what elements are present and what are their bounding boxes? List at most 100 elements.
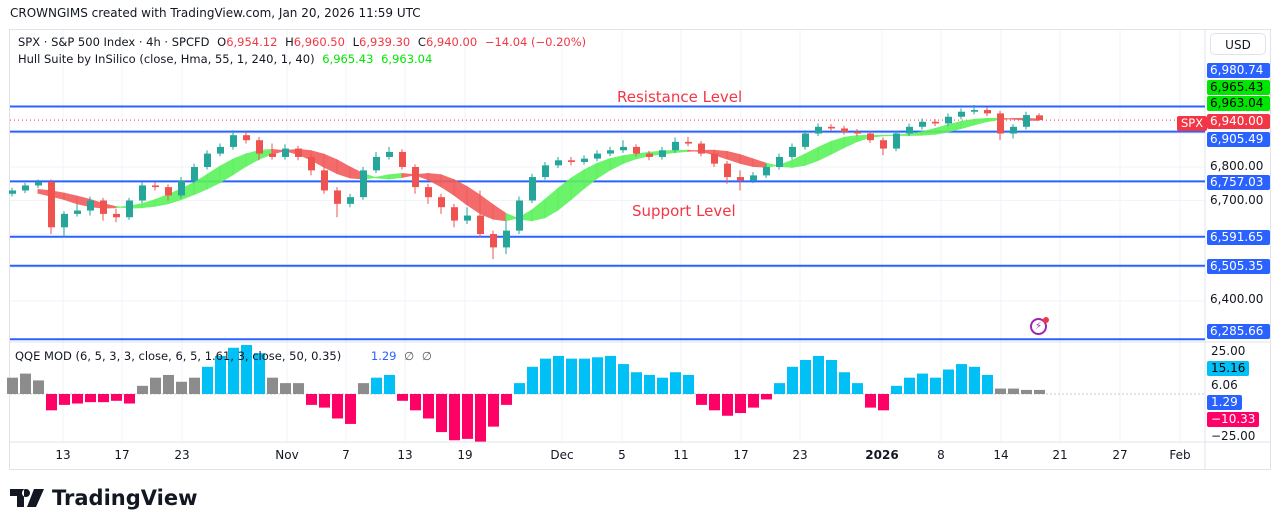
candle (308, 154, 315, 176)
price-axis-label: 6,505.35 (1207, 259, 1270, 274)
candle-body (126, 200, 133, 218)
qqe-bar (59, 394, 70, 405)
qqe-title[interactable]: QQE MOD (6, 5, 3, 3, close, 6, 5, 1.61, … (15, 349, 342, 363)
hull-band-segment (622, 153, 637, 165)
time-axis-label: 21 (1052, 448, 1068, 462)
qqe-bar (46, 394, 57, 411)
qqe-bar (826, 360, 837, 394)
qqe-value: 1.29 (370, 349, 397, 363)
qqe-bar (904, 377, 915, 394)
candle-body (1010, 126, 1017, 134)
hull-band-segment (427, 173, 442, 188)
hull-band-segment (921, 127, 936, 136)
high-label: H (285, 35, 294, 49)
candle-body (48, 182, 55, 228)
candle (386, 146, 393, 160)
candle (620, 140, 627, 153)
price-axis-label: 6,965.43 (1207, 80, 1270, 95)
candle (425, 183, 432, 204)
candle-body (139, 185, 146, 201)
qqe-bar (462, 394, 473, 439)
qqe-bar (813, 355, 824, 394)
candle (893, 130, 900, 152)
resistance-label: Resistance Level (617, 88, 743, 106)
candle (74, 203, 81, 217)
qqe-bar (553, 355, 564, 394)
time-axis-label: 23 (174, 448, 190, 462)
candle (607, 146, 614, 157)
candle-body (22, 185, 29, 191)
time-axis-label: 17 (114, 448, 130, 462)
candle-body (529, 177, 536, 201)
candle-body (477, 215, 484, 234)
qqe-bar (228, 347, 239, 394)
lightning-icon[interactable]: ⚡ (1030, 317, 1049, 335)
qqe-bar (865, 394, 876, 408)
tradingview-logo[interactable]: TradingView (10, 486, 197, 510)
qqe-bar (202, 366, 213, 394)
candle-body (74, 210, 81, 214)
qqe-bar (306, 394, 317, 405)
qqe-bar (605, 355, 616, 394)
time-axis-label: 23 (792, 448, 808, 462)
candle (646, 150, 653, 161)
candle-body (165, 187, 172, 196)
candle (828, 124, 835, 132)
hull-band-segment (973, 117, 988, 126)
candle-body (945, 116, 952, 124)
hull-band-segment (934, 124, 949, 135)
price-axis-label: 6,905.49 (1207, 132, 1270, 147)
candle-body (386, 151, 393, 157)
candle-body (932, 121, 939, 124)
candle-body (633, 146, 640, 154)
hull-band-segment (154, 193, 169, 207)
hull-legend: Hull Suite by InSilico (close, Hma, 55, … (18, 52, 436, 66)
price-axis-label: 6,940.00 (1207, 114, 1270, 129)
qqe-bar (98, 394, 109, 403)
qqe-bar (852, 383, 863, 394)
brand-name: TradingView (52, 486, 198, 510)
candle (659, 146, 666, 160)
candle-body (100, 200, 107, 214)
qqe-bar (800, 360, 811, 394)
currency-button[interactable]: USD (1210, 33, 1266, 55)
tradingview-logo-icon (10, 489, 44, 507)
qqe-bar (761, 394, 772, 400)
candle (87, 196, 94, 216)
qqe-bar (1008, 388, 1019, 394)
qqe-bar (410, 394, 421, 411)
time-axis-label: 13 (55, 448, 71, 462)
candle (1023, 111, 1030, 130)
qqe-bar (995, 388, 1006, 394)
qqe-na-1: ∅ (404, 349, 415, 363)
hull-band-segment (544, 187, 559, 219)
qqe-bar (397, 394, 408, 401)
candle (1036, 113, 1043, 121)
hull-title[interactable]: Hull Suite by InSilico (close, Hma, 55, … (18, 52, 315, 66)
qqe-bar (1021, 389, 1032, 394)
candle-body (581, 158, 588, 162)
hull-band-segment (752, 158, 767, 168)
candle (880, 137, 887, 156)
candle-body (620, 146, 627, 151)
hull-band-segment (570, 169, 585, 201)
qqe-bar (774, 383, 785, 394)
candle-body (9, 190, 16, 194)
candle-body (243, 135, 250, 141)
qqe-bar (930, 377, 941, 394)
candle (295, 145, 302, 161)
price-axis-label: 6,800.00 (1210, 159, 1264, 173)
qqe-bar (475, 394, 486, 442)
hull-value-1: 6,965.43 (322, 52, 374, 66)
close-value: 6,940.00 (425, 35, 478, 49)
open-label: O (217, 35, 227, 49)
qqe-bar (943, 369, 954, 394)
notification-dot (1043, 317, 1049, 323)
symbol-title[interactable]: SPX · S&P 500 Index · 4h · SPCFD (18, 35, 210, 49)
qqe-bar (111, 394, 122, 401)
candle (503, 220, 510, 255)
support-label: Support Level (632, 202, 736, 220)
qqe-bar (150, 377, 161, 394)
candle (191, 163, 198, 184)
